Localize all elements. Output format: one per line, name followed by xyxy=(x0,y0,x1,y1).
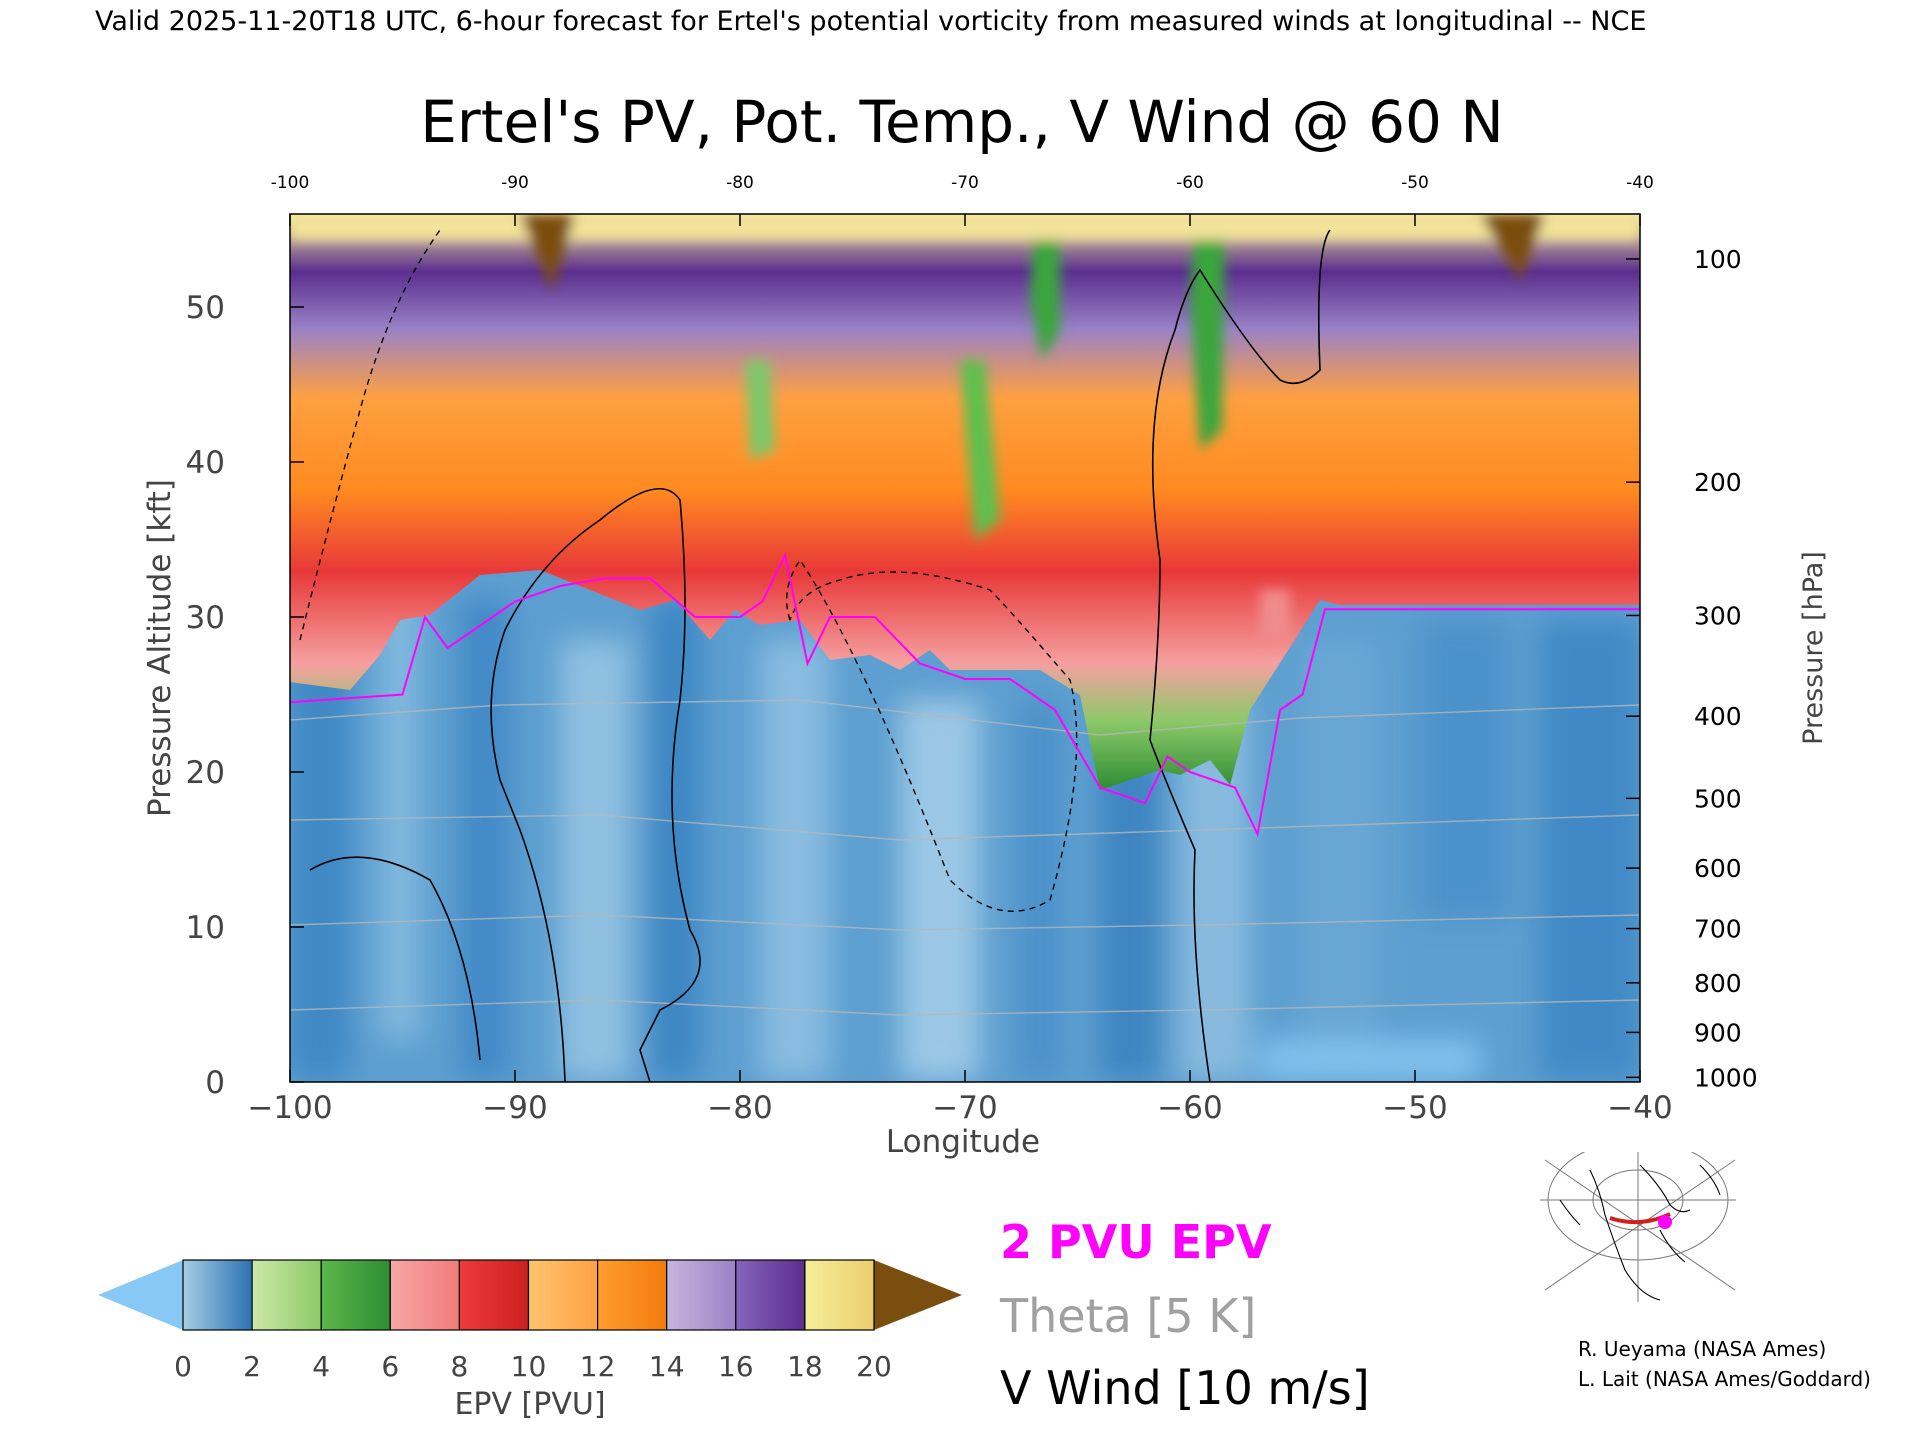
colorbar-segment xyxy=(389,1259,460,1331)
x-tick-label: −100 xyxy=(247,1090,332,1126)
plot-area xyxy=(290,214,1640,1082)
y-tick-label: 20 xyxy=(186,755,225,791)
wind-contour-dashed xyxy=(299,229,1078,912)
stratosphere-field xyxy=(290,214,1640,790)
x-top-tick-label: -90 xyxy=(501,173,529,193)
pressure-tick-label: 1000 xyxy=(1694,1063,1758,1092)
colorbar: 0 2 4 6 8 10 12 14 16 18 20 EPV [PVU] xyxy=(98,1259,962,1422)
colorbar-tick-label: 16 xyxy=(718,1350,754,1383)
pressure-tick-label: 700 xyxy=(1694,915,1742,944)
x-tick-label: −70 xyxy=(932,1090,997,1126)
legend-theta: Theta [5 K] xyxy=(999,1289,1256,1343)
x-top-tick-label: -80 xyxy=(726,173,754,193)
x-tick-label: −90 xyxy=(482,1090,547,1126)
x-tick-label: −40 xyxy=(1607,1090,1672,1126)
pressure-ticks: 100 200 300 400 500 600 700 800 900 1000 xyxy=(1626,245,1758,1092)
colorbar-ticks: 0 2 4 6 8 10 12 14 16 18 20 xyxy=(174,1350,892,1383)
x-top-tick-label: -100 xyxy=(271,173,310,193)
x-top-tick-label: -40 xyxy=(1626,173,1654,193)
pressure-tick-label: 600 xyxy=(1694,854,1742,883)
theta-isentropes xyxy=(290,699,1640,736)
colorbar-tick-label: 2 xyxy=(243,1350,261,1383)
colorbar-segment xyxy=(527,1259,599,1331)
theta-line-4 xyxy=(290,999,1640,1016)
pressure-tick-label: 300 xyxy=(1694,601,1742,630)
y-tick-label: 10 xyxy=(186,910,225,946)
colorbar-over-arrow xyxy=(874,1260,962,1330)
colorbar-segment xyxy=(182,1259,253,1331)
colorbar-segment xyxy=(735,1259,806,1331)
x-axis-label: Longitude xyxy=(886,1124,1040,1160)
y-axis-right-label: Pressure [hPa] xyxy=(1798,551,1829,745)
pressure-tick-label: 500 xyxy=(1694,784,1742,813)
wind-contour-solid xyxy=(309,229,1331,1082)
y-tick-label: 40 xyxy=(186,445,225,481)
legend-pv: 2 PVU EPV xyxy=(1000,1215,1272,1269)
pressure-tick-label: 400 xyxy=(1694,702,1742,731)
location-marker xyxy=(1658,1215,1672,1229)
x-top-tick-label: -50 xyxy=(1401,173,1429,193)
theta-line-2 xyxy=(290,814,1640,841)
colorbar-tick-label: 10 xyxy=(511,1350,547,1383)
pressure-tick-label: 100 xyxy=(1694,245,1742,274)
colorbar-tick-label: 6 xyxy=(381,1350,399,1383)
colorbar-segment xyxy=(458,1259,530,1331)
pressure-tick-label: 900 xyxy=(1694,1018,1742,1047)
stratosphere-texture xyxy=(290,214,1640,640)
pv-2pvu-contour xyxy=(290,551,1640,838)
x-axis-ticks: −100 -100 −90 -90 −80 -80 −70 -70 −60 -60 −50 -50 −4… xyxy=(247,173,1672,1126)
locator-map xyxy=(1540,1152,1736,1302)
x-top-tick-label: -70 xyxy=(951,173,979,193)
x-top-tick-label: -60 xyxy=(1176,173,1204,193)
colorbar-label: EPV [PVU] xyxy=(454,1387,605,1422)
x-tick-label: −80 xyxy=(707,1090,772,1126)
colorbar-segments xyxy=(182,1259,875,1331)
y-axis-label: Pressure Altitude [kft] xyxy=(142,479,178,817)
colorbar-segment xyxy=(804,1259,875,1331)
colorbar-tick-label: 4 xyxy=(312,1350,330,1383)
y-tick-label: 30 xyxy=(186,600,225,636)
colorbar-under-arrow xyxy=(98,1260,183,1330)
legend-wind: V Wind [10 m/s] xyxy=(1000,1361,1370,1415)
colorbar-tick-label: 0 xyxy=(174,1350,192,1383)
colorbar-tick-label: 14 xyxy=(649,1350,685,1383)
valid-time-header: Valid 2025-11-20T18 UTC, 6-hour forecast… xyxy=(95,6,1646,37)
colorbar-tick-label: 18 xyxy=(787,1350,823,1383)
pressure-tick-label: 200 xyxy=(1694,468,1742,497)
credit-line-1: R. Ueyama (NASA Ames) xyxy=(1578,1337,1826,1361)
colorbar-tick-label: 20 xyxy=(856,1350,892,1383)
colorbar-tick-label: 12 xyxy=(580,1350,616,1383)
colorbar-segment xyxy=(320,1259,391,1331)
colorbar-segment xyxy=(251,1259,322,1331)
x-tick-label: −60 xyxy=(1157,1090,1222,1126)
colorbar-tick-label: 8 xyxy=(450,1350,468,1383)
credit-line-2: L. Lait (NASA Ames/Goddard) xyxy=(1578,1367,1871,1391)
pressure-tick-label: 800 xyxy=(1694,969,1742,998)
colorbar-segment xyxy=(666,1259,737,1331)
chart-title: Ertel's PV, Pot. Temp., V Wind @ 60 N xyxy=(420,88,1503,156)
y-axis-ticks: 0 10 20 30 40 50 xyxy=(186,290,304,1101)
x-tick-label: −50 xyxy=(1382,1090,1447,1126)
y-tick-label: 0 xyxy=(205,1065,225,1101)
theta-line-3 xyxy=(290,914,1640,931)
colorbar-segment xyxy=(596,1259,668,1331)
y-tick-label: 50 xyxy=(186,290,225,326)
